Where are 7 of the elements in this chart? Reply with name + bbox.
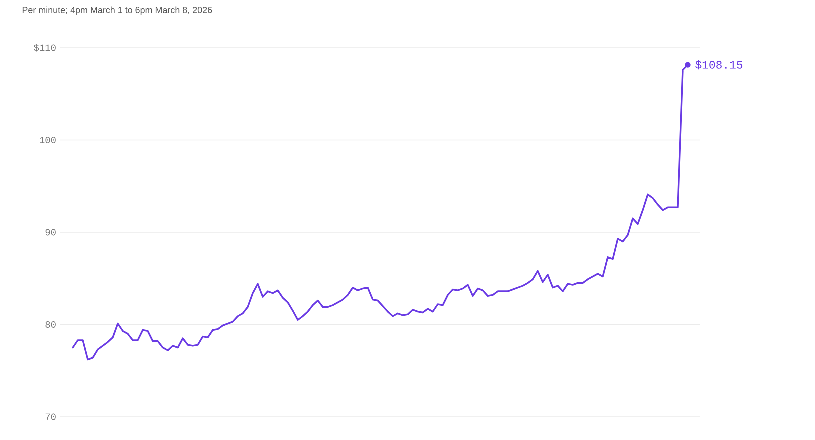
data-label: $108.15 [696, 60, 743, 70]
y-tick-label: 100 [40, 137, 56, 144]
y-tick-label: 90 [46, 229, 56, 236]
y-tick-label: 70 [46, 414, 56, 420]
y-tick-label: $110 [34, 44, 56, 52]
y-tick-label: 80 [46, 322, 56, 328]
chart-subtitle: Per minute; 4pm March 1 to 6pm March 8, 2026 [22, 6, 212, 16]
